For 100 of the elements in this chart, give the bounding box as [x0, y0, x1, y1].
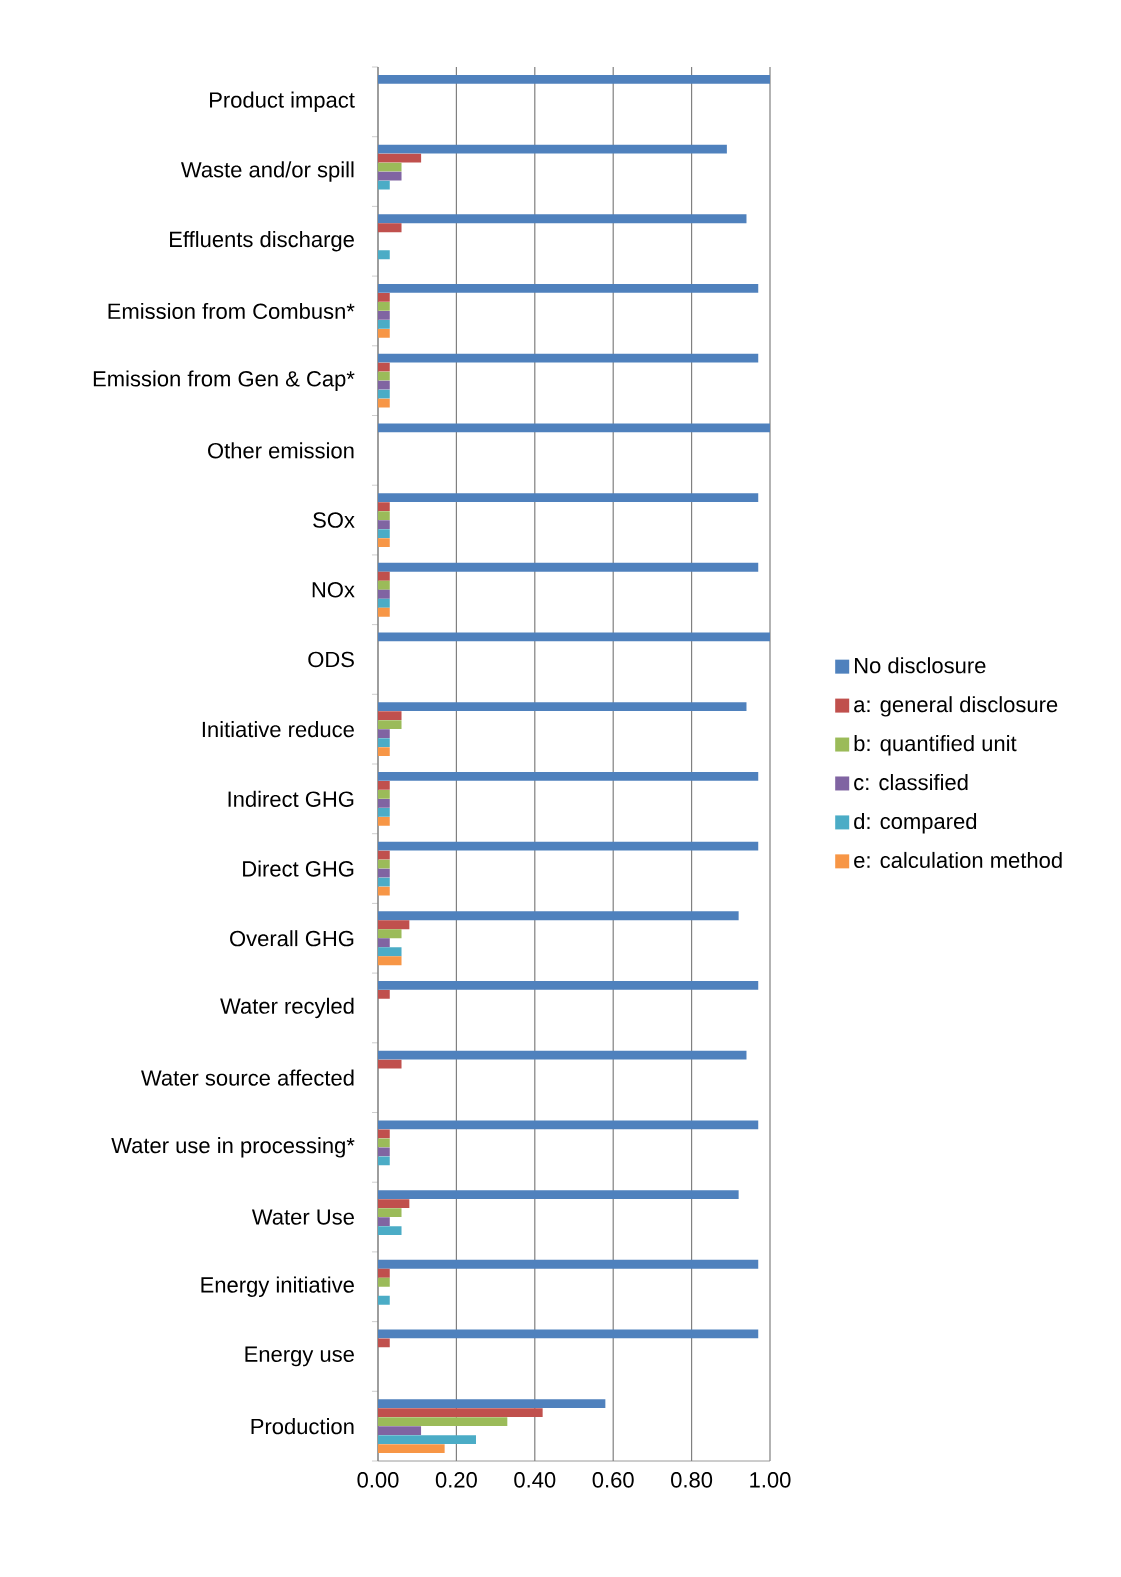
bar — [378, 1277, 390, 1287]
bar — [378, 911, 739, 921]
bar — [378, 580, 390, 590]
bar — [378, 738, 390, 748]
bar — [378, 1268, 390, 1278]
bar — [378, 329, 390, 338]
bar — [378, 538, 390, 547]
bar — [378, 920, 410, 930]
bar — [378, 493, 759, 502]
bar — [378, 1156, 390, 1166]
bar — [378, 1147, 390, 1157]
x-tick-label: 0.00 — [357, 1472, 399, 1488]
bar — [378, 1226, 402, 1235]
x-tick-label: 1.00 — [750, 1472, 791, 1488]
bar — [378, 841, 759, 851]
bar — [378, 423, 770, 433]
bar — [378, 362, 390, 372]
bar — [378, 850, 390, 860]
bar — [378, 1217, 390, 1226]
bar — [378, 956, 402, 966]
legend-label: e: calculation method — [854, 851, 1062, 869]
y-tick-label: Overall GHG — [230, 930, 354, 947]
bar — [378, 720, 402, 730]
bar — [378, 859, 390, 869]
bar — [378, 771, 759, 781]
y-tick-label: Waste and/or spill — [180, 161, 354, 182]
y-tick-label: Direct GHG — [243, 860, 354, 877]
bar — [378, 981, 759, 990]
legend-label: b: quantified unit — [854, 735, 1017, 756]
bar — [378, 780, 390, 790]
bar — [378, 1259, 759, 1269]
bar — [378, 929, 402, 939]
bar — [378, 711, 402, 721]
y-tick-label: Water Use — [251, 1209, 354, 1225]
bar — [378, 1399, 606, 1409]
y-tick-label: Energy initiative — [201, 1276, 354, 1297]
bar — [378, 1120, 759, 1130]
bar — [378, 1435, 476, 1445]
bar — [378, 1138, 390, 1148]
bar — [378, 589, 390, 599]
bar — [378, 990, 390, 999]
bar — [378, 816, 390, 826]
bar — [378, 223, 402, 233]
y-tick-label: Indirect GHG — [228, 790, 354, 807]
bar — [378, 1338, 390, 1348]
legend-label: d: compared — [854, 812, 977, 834]
y-tick-label: NOx — [312, 581, 355, 598]
bar — [378, 162, 402, 172]
y-tick-label: Energy use — [245, 1346, 354, 1367]
bar — [378, 886, 390, 896]
bar — [378, 1208, 402, 1217]
x-tick-label: 0.60 — [592, 1472, 634, 1488]
bar — [378, 1199, 410, 1208]
x-tick-label: 0.80 — [671, 1472, 713, 1488]
y-tick-label: Initiative reduce — [202, 721, 354, 738]
bar — [378, 868, 390, 878]
bar — [378, 1190, 739, 1199]
y-tick-label: Water recyled — [220, 997, 354, 1019]
bar — [378, 389, 390, 399]
bar — [378, 353, 759, 363]
bar — [378, 607, 390, 617]
bar — [378, 1426, 422, 1436]
bar — [378, 1050, 747, 1060]
bar — [378, 74, 770, 84]
bar — [378, 214, 747, 224]
bar — [378, 1444, 445, 1454]
y-tick-label: Production — [251, 1418, 354, 1435]
y-tick-label: Emission from Combusn* — [108, 302, 355, 320]
y-tick-label: Water use in processing* — [111, 1137, 355, 1158]
y-tick-label: Other emission — [208, 442, 354, 459]
bar — [378, 371, 390, 381]
bar — [378, 144, 727, 154]
bar — [378, 598, 390, 608]
bar — [378, 747, 390, 757]
bar — [378, 1329, 759, 1339]
bar — [378, 398, 390, 408]
bar — [378, 380, 390, 390]
bar — [378, 153, 422, 163]
bar — [378, 571, 390, 581]
bar — [378, 293, 390, 302]
x-tick-label: 0.20 — [435, 1472, 477, 1488]
y-tick-label: Water source affected — [141, 1069, 354, 1086]
bar — [378, 502, 390, 511]
y-tick-label: Emission from Gen & Cap* — [93, 370, 355, 391]
legend-label: No disclosure — [855, 657, 986, 674]
bar — [378, 702, 747, 712]
bar — [378, 302, 390, 311]
bar — [378, 938, 390, 948]
bar — [378, 632, 770, 642]
y-tick-label: ODS — [308, 651, 354, 668]
bar — [378, 511, 390, 520]
y-tick-label: Effluents discharge — [170, 231, 354, 252]
bar — [378, 798, 390, 808]
bar — [378, 180, 390, 190]
legend-label: a: general disclosure — [854, 696, 1058, 717]
bar — [378, 1295, 390, 1305]
bar — [378, 1129, 390, 1139]
bar — [378, 1417, 508, 1427]
bar — [378, 807, 390, 817]
bar — [378, 789, 390, 799]
